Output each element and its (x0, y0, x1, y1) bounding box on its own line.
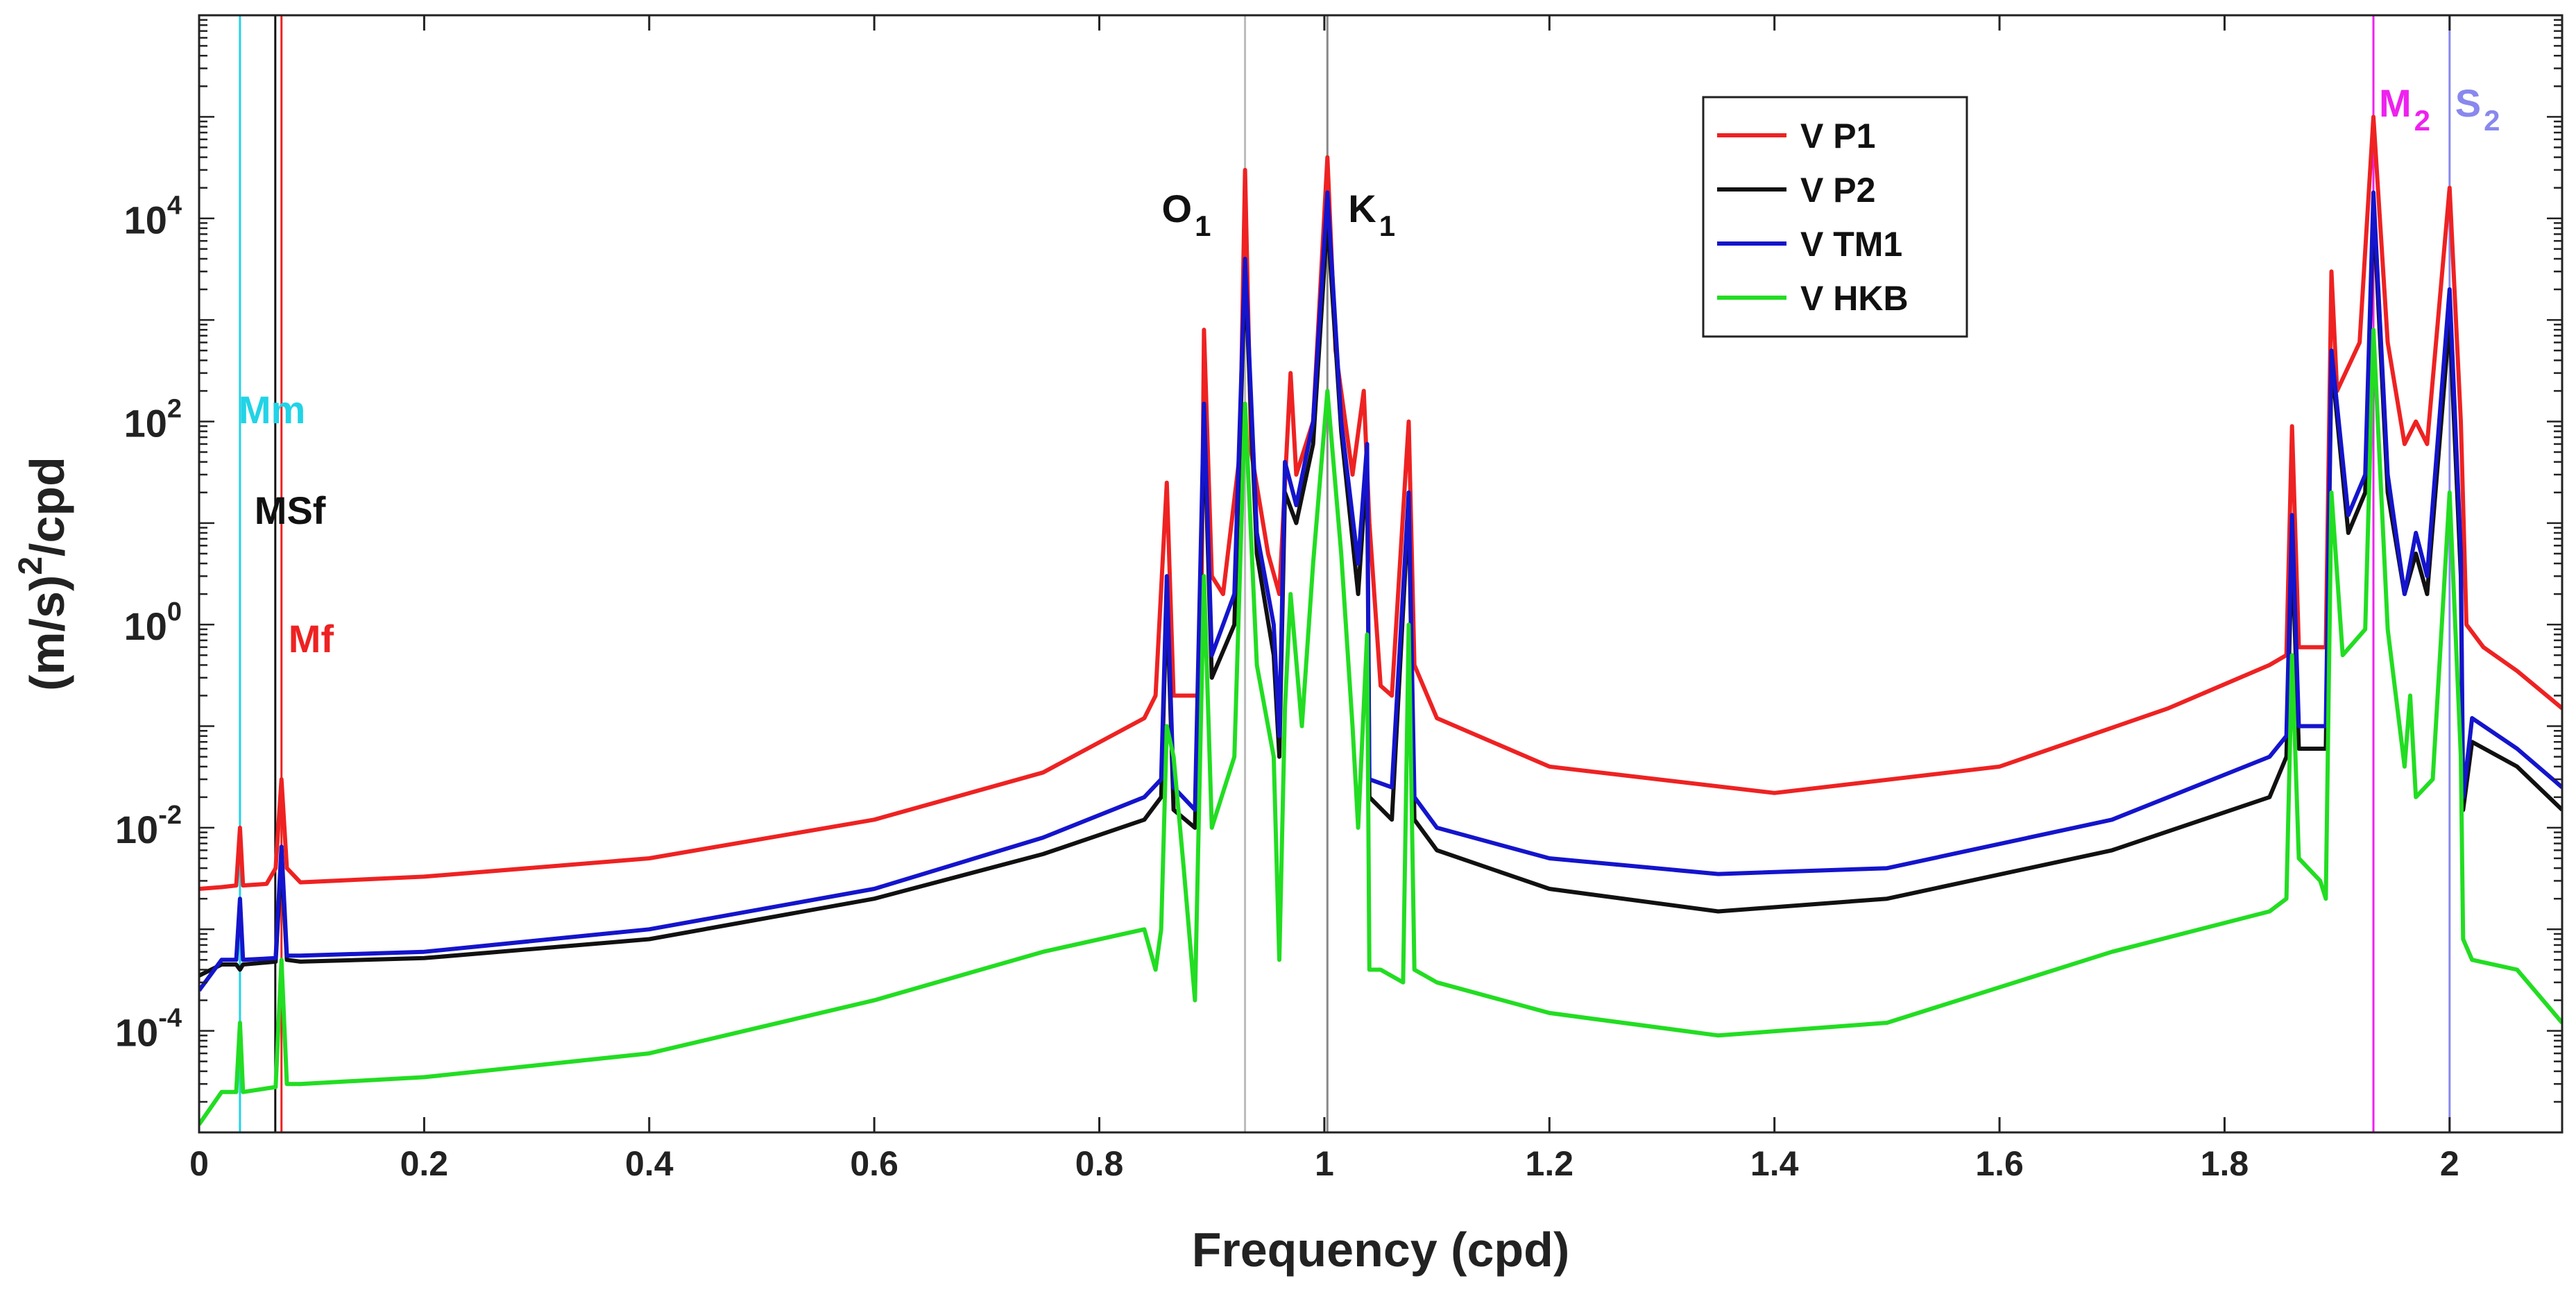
x-tick-label: 0.4 (625, 1144, 674, 1183)
axes (198, 14, 2564, 1134)
x-tick-label: 1.2 (1526, 1144, 1574, 1183)
x-tick-label: 2 (2440, 1144, 2459, 1183)
x-axis-title: Frequency (cpd) (1192, 1223, 1570, 1277)
constituent-label-subscript: 1 (1195, 210, 1211, 242)
y-tick-base: 10 (115, 808, 158, 851)
y-tick-label: 10-2 (115, 801, 182, 851)
y-tick-exponent: -4 (158, 1004, 182, 1033)
y-tick-label: 104 (124, 192, 182, 242)
y-tick-label: 102 (124, 394, 182, 445)
y-tick-base: 10 (124, 401, 167, 445)
legend-label: V TM1 (1800, 225, 1902, 264)
constituent-label-s2: S2 (2455, 81, 2500, 137)
series-line-v-tm1 (199, 190, 2562, 992)
series-line-v-hkb (199, 328, 2562, 1126)
constituent-label-mm: Mm (239, 388, 305, 432)
y-axis-title-main: (m/s) (20, 575, 74, 691)
x-tick-label: 0.2 (400, 1144, 449, 1183)
y-tick-exponent: 4 (167, 192, 182, 221)
y-tick-base: 10 (124, 198, 167, 242)
constituent-label-base: MSf (255, 488, 326, 532)
constituent-label-base: Mf (289, 617, 334, 661)
tick-labels: 0 0.2 0.4 0.6 0.8 1 1.2 1.4 1.6 1.8 210-410-210010… (115, 192, 2459, 1183)
x-tick-label: 1.6 (1975, 1144, 2024, 1183)
y-tick-exponent: 0 (167, 597, 182, 627)
constituent-label-base: O (1162, 187, 1193, 230)
constituent-label-o1: O1 (1162, 187, 1211, 242)
y-axis-title-superscript: 2 (12, 556, 49, 575)
y-tick-label: 10-4 (115, 1004, 182, 1055)
legend: V P1 V P2 V TM1 V HKB (1702, 96, 1968, 338)
x-tick-label: 0.6 (850, 1144, 898, 1183)
y-tick-base: 10 (115, 1011, 158, 1055)
constituent-label-base: Mm (239, 388, 305, 432)
constituent-label-msf: MSf (255, 488, 326, 532)
x-tick-label: 1.4 (1750, 1144, 1799, 1183)
constituent-label-base: S (2455, 81, 2481, 125)
legend-label: V P2 (1800, 171, 1875, 210)
y-tick-exponent: -2 (158, 801, 182, 830)
x-tick-label: 1 (1315, 1144, 1334, 1183)
legend-label: V P1 (1800, 117, 1875, 155)
constituent-label-subscript: 2 (2484, 104, 2500, 137)
plot-frame (198, 14, 2564, 1134)
constituent-label-mf: Mf (289, 617, 334, 661)
legend-label: V HKB (1800, 279, 1909, 318)
constituent-label-m2: M2 (2379, 81, 2430, 137)
y-axis-title-tail: /cpd (20, 457, 74, 556)
y-tick-label: 100 (124, 597, 182, 648)
x-tick-label: 1.8 (2201, 1144, 2249, 1183)
y-axis-title: (m/s)2/cpd (12, 457, 74, 691)
y-tick-exponent: 2 (167, 394, 182, 423)
x-tick-label: 0 (189, 1144, 209, 1183)
series-lines (199, 114, 2562, 1126)
constituent-label-k1: K1 (1348, 187, 1395, 242)
constituent-label-subscript: 1 (1379, 210, 1395, 242)
constituent-label-subscript: 2 (2414, 104, 2430, 137)
y-tick-base: 10 (124, 604, 167, 648)
constituent-label-base: K (1348, 187, 1376, 230)
x-tick-label: 0.8 (1075, 1144, 1124, 1183)
constituent-label-base: M (2379, 81, 2412, 125)
